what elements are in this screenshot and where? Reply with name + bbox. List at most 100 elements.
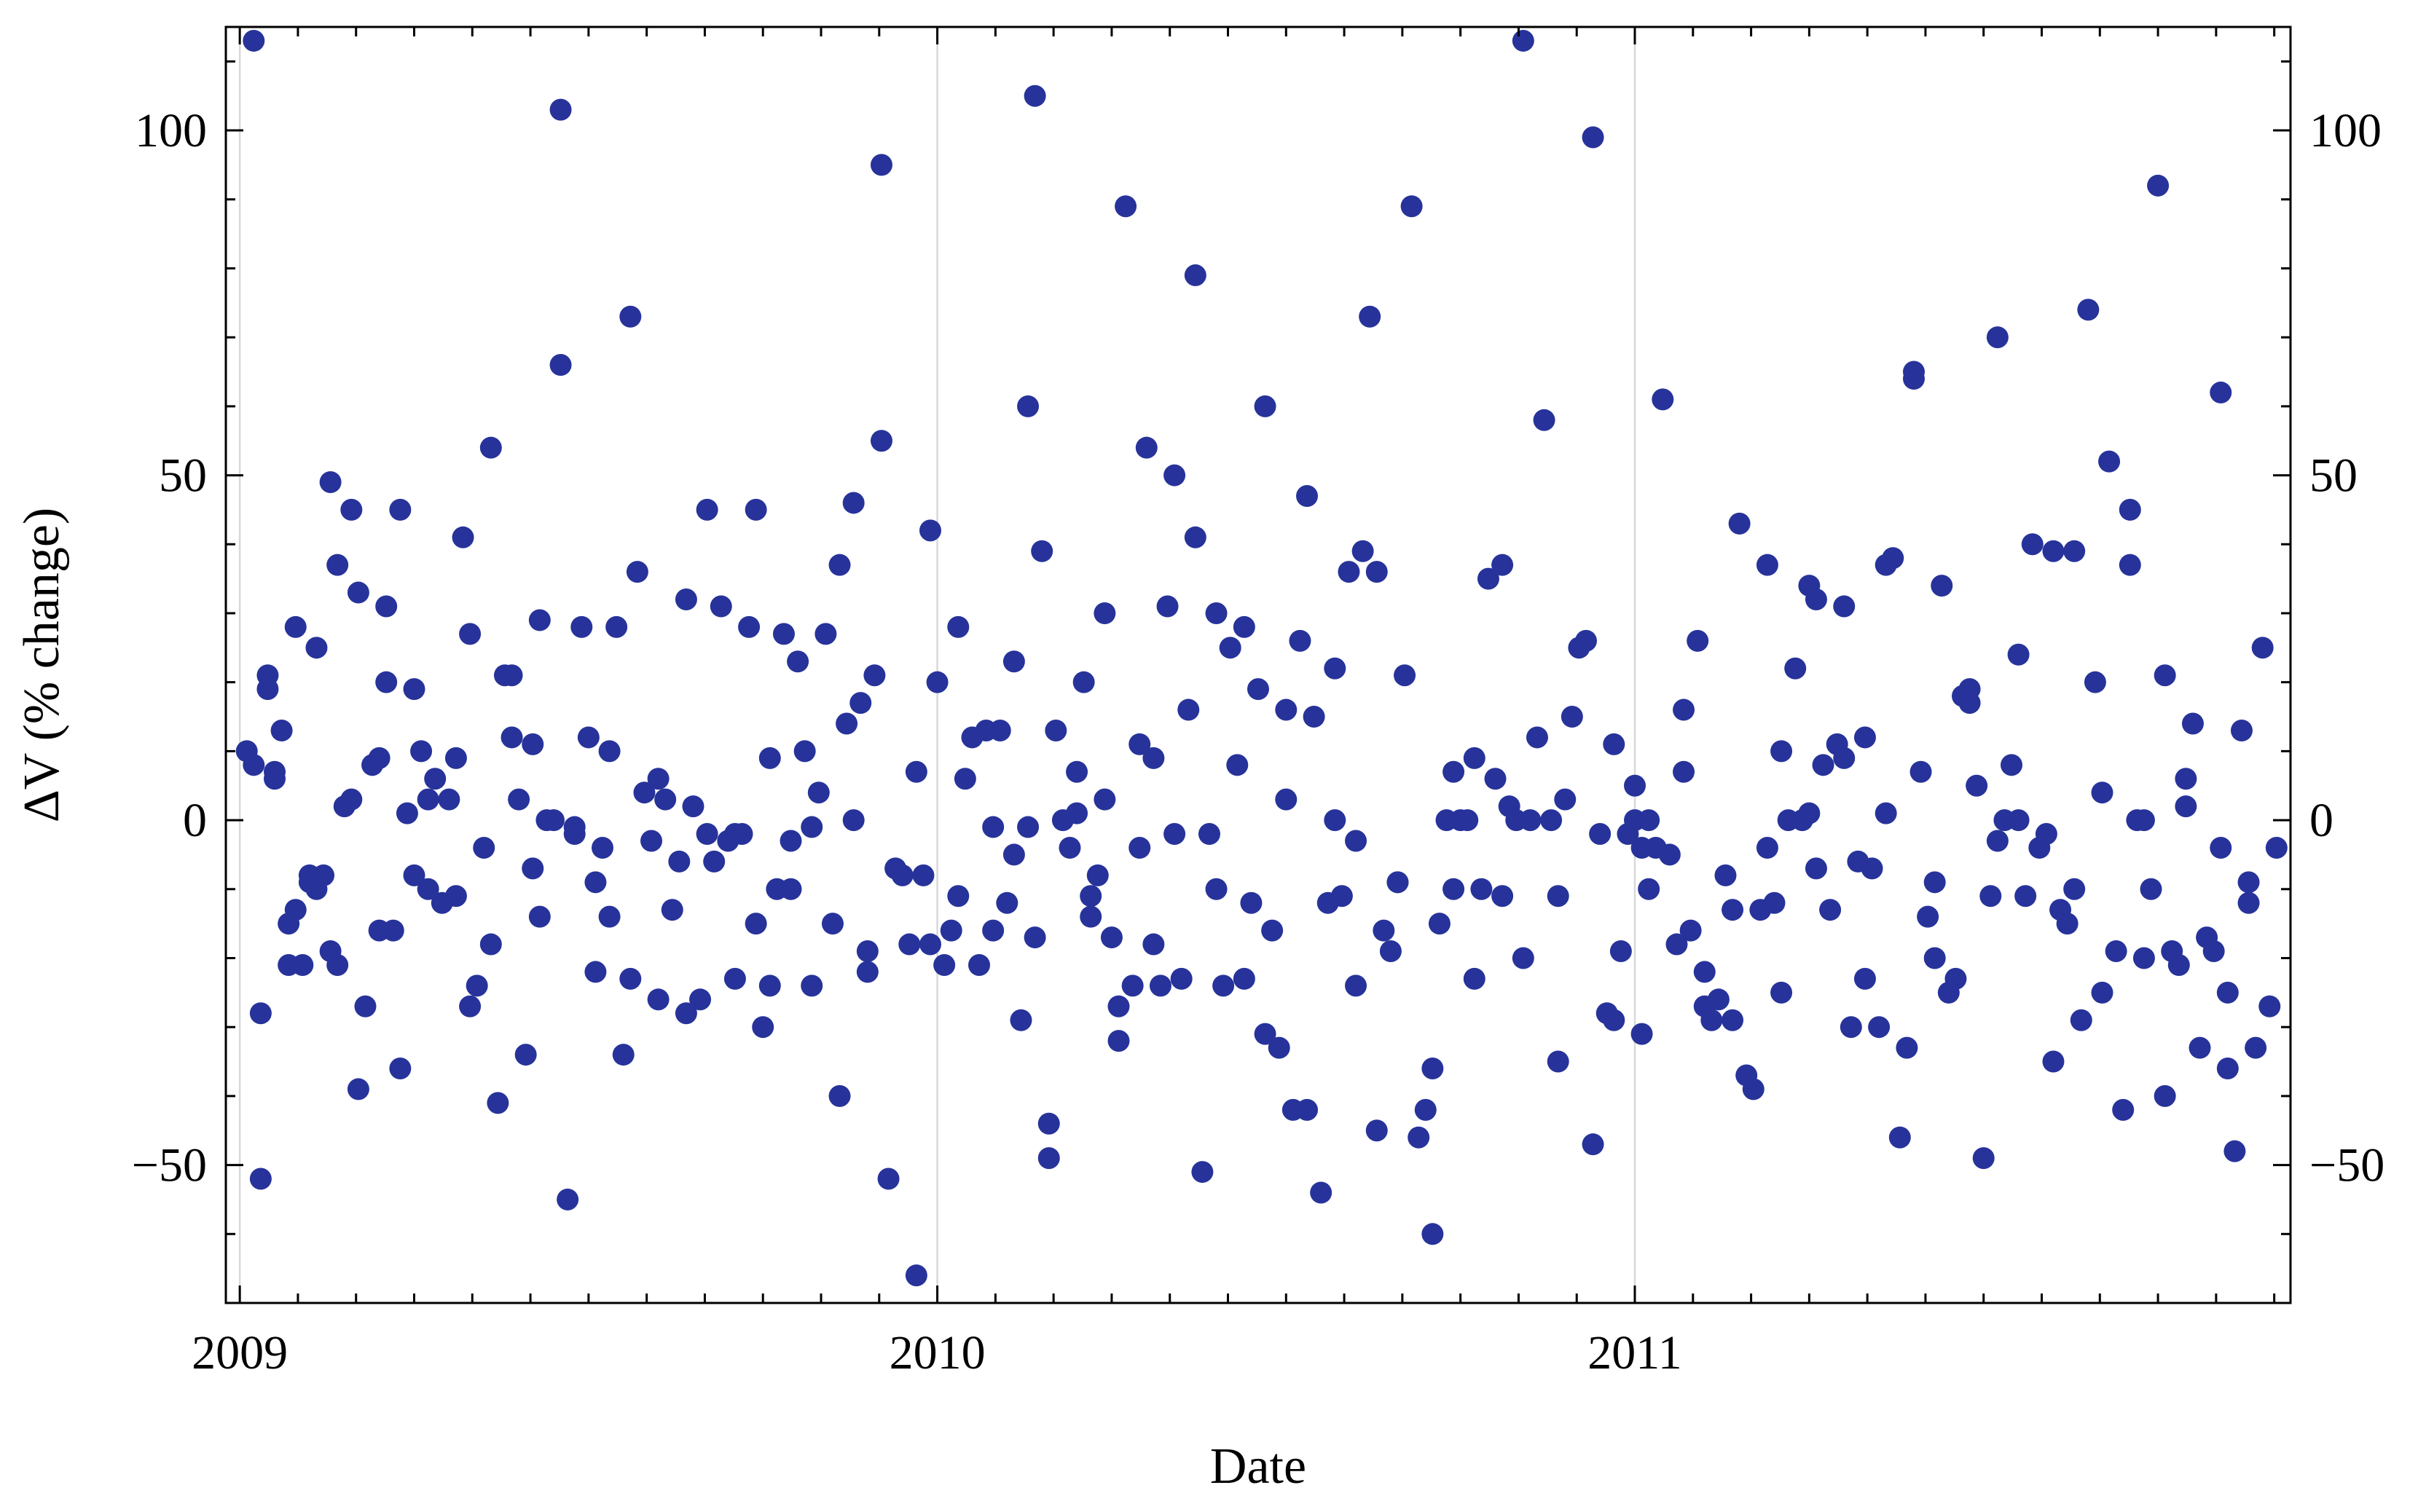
data-point bbox=[1086, 864, 1109, 886]
data-point bbox=[870, 430, 892, 452]
data-point bbox=[1722, 899, 1744, 921]
data-point bbox=[522, 857, 544, 880]
data-point bbox=[1142, 747, 1165, 769]
data-point bbox=[1059, 836, 1081, 859]
data-point bbox=[710, 595, 732, 618]
data-point bbox=[731, 823, 753, 846]
data-point bbox=[1812, 754, 1834, 776]
data-point bbox=[828, 554, 851, 576]
data-point bbox=[787, 650, 809, 673]
data-point bbox=[675, 588, 697, 611]
data-point bbox=[264, 760, 286, 783]
data-point bbox=[1673, 760, 1695, 783]
data-point bbox=[1031, 540, 1053, 562]
data-point bbox=[1861, 857, 1883, 880]
data-point bbox=[1805, 588, 1827, 611]
data-point bbox=[256, 664, 279, 687]
data-point bbox=[1917, 905, 1939, 928]
data-point bbox=[1477, 567, 1499, 590]
data-point bbox=[396, 802, 418, 824]
data-point bbox=[828, 1084, 851, 1107]
data-point bbox=[1707, 988, 1730, 1011]
data-point bbox=[326, 953, 349, 976]
data-point bbox=[1121, 974, 1144, 997]
data-point bbox=[1512, 947, 1534, 969]
data-point bbox=[2175, 768, 2197, 790]
data-point bbox=[2258, 995, 2281, 1017]
data-point bbox=[249, 1002, 272, 1025]
data-point bbox=[1002, 843, 1025, 866]
data-point bbox=[1115, 195, 1137, 218]
data-point bbox=[1547, 1050, 1569, 1073]
data-point bbox=[347, 581, 369, 604]
data-point bbox=[1233, 615, 1255, 638]
data-point bbox=[801, 816, 823, 838]
data-point bbox=[487, 1092, 509, 1114]
axis-ticks bbox=[226, 27, 2291, 1304]
data-point bbox=[1589, 823, 1612, 846]
data-point bbox=[2237, 891, 2260, 914]
data-point bbox=[1463, 747, 1485, 769]
data-point bbox=[647, 768, 670, 790]
data-point bbox=[243, 754, 265, 776]
y-tick-label-left: 50 bbox=[159, 449, 207, 503]
data-point bbox=[2245, 1036, 2267, 1059]
data-point bbox=[1421, 1058, 1444, 1080]
x-tick-label: 2009 bbox=[192, 1326, 288, 1379]
data-point bbox=[863, 664, 886, 687]
data-point bbox=[1359, 305, 1381, 328]
data-point bbox=[403, 678, 425, 701]
data-point bbox=[1519, 809, 1542, 832]
data-point bbox=[2216, 981, 2239, 1004]
data-point bbox=[1902, 361, 1925, 383]
data-point bbox=[284, 615, 307, 638]
data-point bbox=[501, 664, 523, 687]
data-point bbox=[1254, 395, 1276, 417]
data-point bbox=[814, 623, 837, 645]
data-point bbox=[1428, 913, 1451, 935]
data-point bbox=[689, 988, 712, 1011]
data-point bbox=[947, 615, 970, 638]
data-point bbox=[291, 953, 314, 976]
plot-frame bbox=[224, 25, 2292, 1304]
data-point bbox=[661, 899, 683, 921]
data-point bbox=[403, 864, 425, 886]
data-point bbox=[1024, 84, 1046, 107]
data-point bbox=[1833, 595, 1856, 618]
data-point bbox=[1805, 857, 1827, 880]
data-point bbox=[508, 788, 530, 811]
data-point bbox=[1931, 575, 1953, 597]
data-point bbox=[1979, 885, 2002, 907]
data-point bbox=[1037, 1112, 1060, 1135]
data-point bbox=[522, 733, 544, 755]
data-point bbox=[459, 623, 482, 645]
data-point bbox=[682, 795, 704, 818]
data-point bbox=[347, 1078, 369, 1100]
data-point bbox=[382, 919, 404, 942]
data-point bbox=[836, 712, 858, 735]
data-point bbox=[1233, 967, 1255, 990]
data-point bbox=[870, 154, 892, 176]
data-point bbox=[1722, 1009, 1744, 1031]
data-point bbox=[2042, 1050, 2065, 1073]
data-point bbox=[905, 1264, 927, 1287]
data-point bbox=[243, 29, 265, 52]
data-point bbox=[654, 788, 677, 811]
data-point bbox=[1184, 526, 1206, 548]
tick-labels: 2009 2010 2011 −50 −50 0 0 50 50 100 100 bbox=[132, 104, 2384, 1379]
data-point bbox=[528, 905, 551, 928]
data-point bbox=[919, 519, 942, 542]
data-point bbox=[1149, 974, 1171, 997]
data-point bbox=[598, 905, 621, 928]
data-point bbox=[1212, 974, 1235, 997]
data-point bbox=[1142, 933, 1165, 956]
data-point bbox=[584, 871, 607, 894]
y-axis-title: ΔV (% change) bbox=[14, 508, 70, 822]
data-point bbox=[1665, 933, 1688, 956]
data-point bbox=[1045, 719, 1067, 741]
data-point bbox=[452, 526, 474, 548]
data-point bbox=[1770, 981, 1793, 1004]
data-point bbox=[1742, 1078, 1765, 1100]
data-point bbox=[1135, 436, 1158, 459]
data-point bbox=[410, 740, 433, 763]
